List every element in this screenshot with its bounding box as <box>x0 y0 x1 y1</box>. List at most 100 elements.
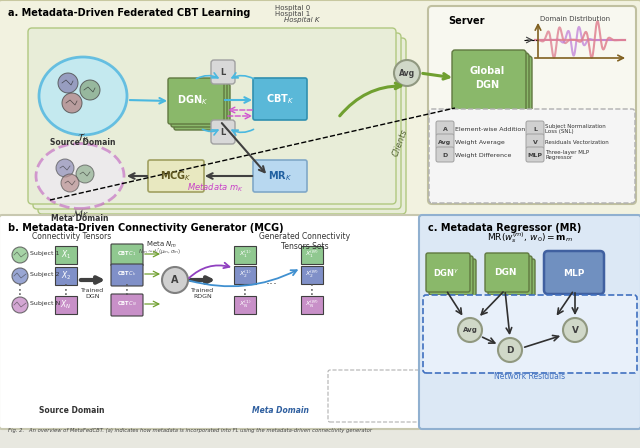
Bar <box>301 246 323 264</box>
FancyBboxPatch shape <box>419 215 640 429</box>
Bar <box>55 296 77 314</box>
Circle shape <box>162 267 188 293</box>
Text: CBT$_K$: CBT$_K$ <box>266 92 294 106</box>
Text: Domain Distribution: Domain Distribution <box>540 16 610 22</box>
FancyBboxPatch shape <box>0 215 421 429</box>
FancyBboxPatch shape <box>174 84 230 130</box>
Bar <box>301 266 323 284</box>
Circle shape <box>12 297 28 313</box>
Text: Hospital 1: Hospital 1 <box>275 11 310 17</box>
Text: Meta Domain: Meta Domain <box>252 406 308 415</box>
Text: $X_2^{(1)}$: $X_2^{(1)}$ <box>239 269 252 280</box>
Text: $X_2^{(M)}$: $X_2^{(M)}$ <box>305 269 319 280</box>
Text: Avg: Avg <box>463 327 477 333</box>
FancyBboxPatch shape <box>429 256 473 295</box>
Text: Server: Server <box>448 16 484 26</box>
Circle shape <box>61 174 79 192</box>
FancyBboxPatch shape <box>426 253 470 292</box>
FancyBboxPatch shape <box>28 28 396 204</box>
FancyBboxPatch shape <box>38 38 406 214</box>
FancyBboxPatch shape <box>526 147 544 162</box>
Text: Avg: Avg <box>399 69 415 78</box>
FancyBboxPatch shape <box>168 78 224 124</box>
FancyBboxPatch shape <box>111 294 143 316</box>
Bar <box>234 296 256 314</box>
Text: MCG$_K$: MCG$_K$ <box>160 169 192 183</box>
Text: L: L <box>220 68 226 77</box>
Bar <box>234 266 256 284</box>
Text: D: D <box>506 345 514 354</box>
Text: Metadata $m_K$: Metadata $m_K$ <box>187 182 243 194</box>
Text: Trained
DGN: Trained DGN <box>81 288 104 299</box>
Text: Network Residuals: Network Residuals <box>495 372 566 381</box>
Text: Hospital K: Hospital K <box>285 17 320 23</box>
FancyBboxPatch shape <box>436 147 454 162</box>
Text: c. Metadata Regressor (MR): c. Metadata Regressor (MR) <box>428 223 581 233</box>
Text: A: A <box>443 126 447 132</box>
Circle shape <box>62 93 82 113</box>
FancyBboxPatch shape <box>458 56 532 117</box>
FancyBboxPatch shape <box>526 121 544 136</box>
Text: Source Domain: Source Domain <box>51 138 116 147</box>
Text: Meta Domain: Meta Domain <box>51 214 109 223</box>
Text: ⋮: ⋮ <box>120 283 134 297</box>
Text: MR($w_s^{(m)},\,w_0) = \mathbf{m}_m$: MR($w_s^{(m)},\,w_0) = \mathbf{m}_m$ <box>487 230 573 245</box>
Text: V: V <box>572 326 579 335</box>
Text: Clients: Clients <box>391 128 409 158</box>
Text: Element-wise Addition: Element-wise Addition <box>455 126 525 132</box>
Text: $X_2$: $X_2$ <box>61 270 71 282</box>
Text: ⋮: ⋮ <box>13 283 27 297</box>
Text: L: L <box>220 128 226 137</box>
Text: Subject 2: Subject 2 <box>30 272 60 277</box>
FancyBboxPatch shape <box>211 60 235 84</box>
Bar <box>55 267 77 285</box>
Text: MLP: MLP <box>563 268 585 277</box>
FancyBboxPatch shape <box>148 160 204 192</box>
Text: a. Metadata-Driven Federated CBT Learning: a. Metadata-Driven Federated CBT Learnin… <box>8 8 250 18</box>
Text: $X_N^{(M)}$: $X_N^{(M)}$ <box>305 299 319 310</box>
Text: DGN$_K$: DGN$_K$ <box>177 93 209 107</box>
Text: ⋮: ⋮ <box>59 283 73 297</box>
Text: $N_m\sim\mathcal{N}(\mu_m,\sigma_m)$: $N_m\sim\mathcal{N}(\mu_m,\sigma_m)$ <box>138 246 182 256</box>
FancyBboxPatch shape <box>423 295 637 373</box>
Text: Global
DGN: Global DGN <box>469 66 504 90</box>
Text: Weight Difference: Weight Difference <box>455 152 511 158</box>
FancyBboxPatch shape <box>171 81 227 127</box>
FancyBboxPatch shape <box>432 259 476 298</box>
Text: Weight Average: Weight Average <box>455 139 505 145</box>
FancyBboxPatch shape <box>526 134 544 149</box>
FancyBboxPatch shape <box>544 251 604 294</box>
Text: Trained
RDGN: Trained RDGN <box>191 288 214 299</box>
FancyBboxPatch shape <box>485 253 529 292</box>
Text: Avg: Avg <box>438 139 452 145</box>
Text: D: D <box>442 152 447 158</box>
Text: $X_1$: $X_1$ <box>61 249 71 261</box>
Text: b. Metadata-Driven Connectivity Generator (MCG): b. Metadata-Driven Connectivity Generato… <box>8 223 284 233</box>
Text: $X_N$: $X_N$ <box>60 299 72 311</box>
Bar <box>234 246 256 264</box>
Text: Subject 1: Subject 1 <box>30 251 60 256</box>
Text: Source Domain: Source Domain <box>39 406 105 415</box>
Text: CBT$C_1$: CBT$C_1$ <box>117 250 136 258</box>
Circle shape <box>563 318 587 342</box>
FancyBboxPatch shape <box>33 33 401 209</box>
FancyBboxPatch shape <box>452 50 526 111</box>
Text: $\mathcal{T}_K$: $\mathcal{T}_K$ <box>77 131 89 145</box>
FancyBboxPatch shape <box>0 0 640 224</box>
FancyBboxPatch shape <box>429 109 635 203</box>
Text: CBT$C_k$: CBT$C_k$ <box>117 270 137 279</box>
Circle shape <box>58 73 78 93</box>
Text: Subject Normalization
Loss (SNL): Subject Normalization Loss (SNL) <box>545 124 605 134</box>
Text: Connectivity Tensors: Connectivity Tensors <box>33 232 111 241</box>
Text: Hospital 0: Hospital 0 <box>275 5 310 11</box>
FancyBboxPatch shape <box>436 121 454 136</box>
Text: ⋮: ⋮ <box>238 283 252 297</box>
Circle shape <box>12 247 28 263</box>
Text: $X_N^{(1)}$: $X_N^{(1)}$ <box>239 299 252 310</box>
Circle shape <box>498 338 522 362</box>
Ellipse shape <box>36 143 124 208</box>
Text: ...: ... <box>266 273 278 287</box>
Ellipse shape <box>39 57 127 135</box>
FancyBboxPatch shape <box>253 160 307 192</box>
Text: ⋮: ⋮ <box>305 283 319 297</box>
